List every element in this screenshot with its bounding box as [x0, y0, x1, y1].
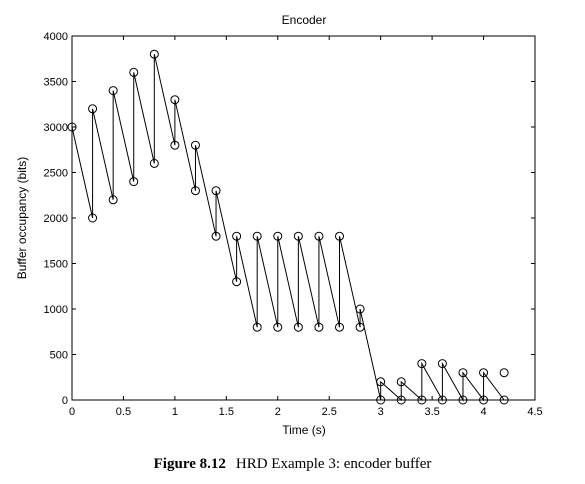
data-point [108, 195, 118, 205]
y-tick-label: 1000 [44, 304, 68, 316]
y-tick-label: 3000 [44, 122, 68, 134]
data-point [211, 231, 221, 241]
data-point [273, 231, 283, 241]
caption-text: HRD Example 3: encoder buffer [235, 456, 432, 472]
x-tick-label: 2 [275, 406, 281, 418]
data-point [170, 140, 180, 150]
chart-title: Encoder [282, 13, 327, 27]
data-point [396, 395, 406, 405]
x-tick-label: 0.5 [116, 406, 131, 418]
data-point [499, 395, 509, 405]
data-point [170, 95, 180, 105]
axis-ticks: 0 0.5 1 1.5 2 2.5 3 3.5 4 4.5 0 500 1000 1500 2000 2500… [44, 31, 543, 418]
y-tick-label: 500 [50, 350, 68, 362]
x-tick-label: 2.5 [322, 406, 337, 418]
data-point [108, 86, 118, 96]
y-axis-label: Buffer occupancy (bits) [15, 157, 29, 280]
data-point [355, 322, 365, 332]
data-point [252, 231, 262, 241]
x-tick-label: 1 [172, 406, 178, 418]
y-tick-label: 2000 [44, 213, 68, 225]
x-tick-label: 0 [69, 406, 75, 418]
data-point [314, 231, 324, 241]
data-point [437, 359, 447, 369]
x-tick-label: 4 [480, 406, 486, 418]
data-point [437, 395, 447, 405]
x-tick-label: 3.5 [424, 406, 439, 418]
data-point [417, 359, 427, 369]
data-point [396, 377, 406, 387]
data-point [88, 213, 98, 223]
data-point [335, 322, 345, 332]
data-point [335, 231, 345, 241]
caption-number: Figure 8.12 [153, 456, 226, 472]
data-point [355, 304, 365, 314]
data-point [149, 49, 159, 59]
data-point [314, 322, 324, 332]
data-point [417, 395, 427, 405]
y-tick-label: 0 [62, 395, 68, 407]
data-point [376, 377, 386, 387]
data-point [190, 140, 200, 150]
data-point [88, 104, 98, 114]
y-tick-label: 3500 [44, 77, 68, 89]
series-line [71, 54, 505, 402]
figure-caption: Figure 8.12 HRD Example 3: encoder buffer [0, 456, 585, 473]
data-point [232, 231, 242, 241]
data-point [190, 186, 200, 196]
data-point [149, 158, 159, 168]
data-point [252, 322, 262, 332]
x-axis-label: Time (s) [282, 423, 326, 437]
data-point [499, 368, 509, 378]
data-point [293, 322, 303, 332]
data-point [232, 277, 242, 287]
data-point [129, 177, 139, 187]
x-tick-label: 4.5 [527, 406, 542, 418]
data-point [479, 395, 489, 405]
data-point [211, 186, 221, 196]
y-tick-label: 2500 [44, 168, 68, 180]
data-point [293, 231, 303, 241]
data-point [458, 395, 468, 405]
x-tick-label: 1.5 [219, 406, 234, 418]
data-point [458, 368, 468, 378]
plot-frame [71, 35, 536, 401]
y-tick-label: 4000 [44, 31, 68, 43]
data-point [479, 368, 489, 378]
data-point [129, 67, 139, 77]
series-buffer-occupancy [67, 49, 509, 405]
x-tick-label: 3 [378, 406, 384, 418]
data-point [67, 122, 77, 132]
data-point [376, 395, 386, 405]
y-tick-label: 1500 [44, 259, 68, 271]
data-point [273, 322, 283, 332]
